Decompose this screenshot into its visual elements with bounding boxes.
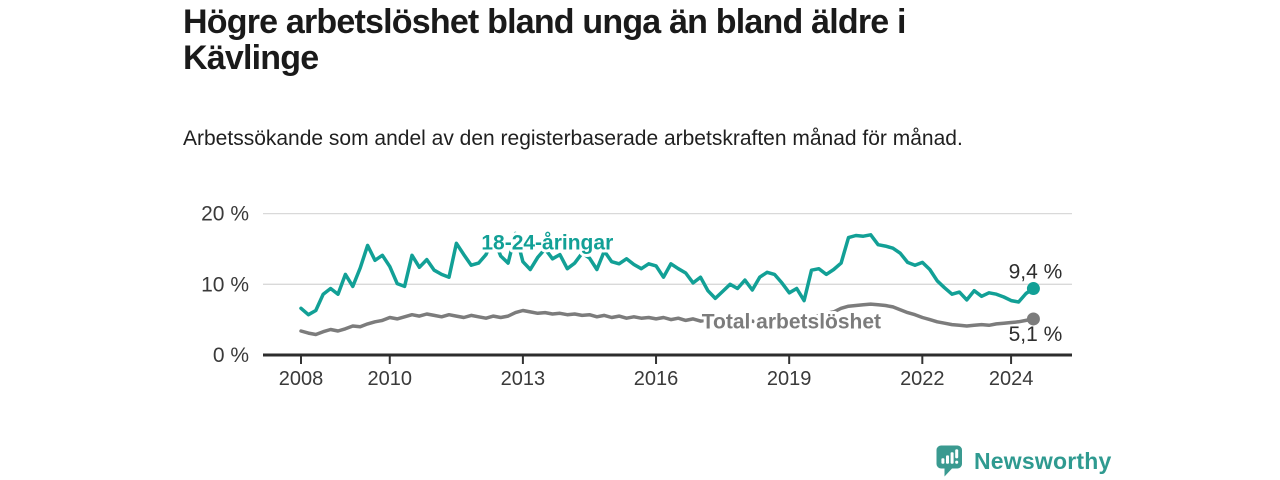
x-tick-label: 2013 xyxy=(501,368,546,390)
series-label-young: 18-24-åringar xyxy=(481,232,613,255)
series-label-total: Total arbetslöshet xyxy=(702,310,881,333)
newsworthy-logo: Newsworthy xyxy=(936,445,1111,477)
y-tick-label: 10 % xyxy=(201,273,249,296)
exclamation-dot xyxy=(955,460,959,464)
x-tick-label: 2010 xyxy=(368,368,413,390)
x-tick-label: 2022 xyxy=(900,368,945,390)
brand-name: Newsworthy xyxy=(974,447,1112,474)
y-tick-label: 20 % xyxy=(201,203,249,226)
speech-bubble-shape xyxy=(936,445,962,477)
end-dot-young xyxy=(1026,282,1040,296)
x-tick-label: 2016 xyxy=(634,368,679,390)
series-line-total xyxy=(299,302,1036,337)
series-line-young xyxy=(299,231,1036,317)
y-tick-label: 0 % xyxy=(213,344,249,367)
exclamation-bar xyxy=(955,449,959,459)
page-title: Högre arbetslöshet bland unga än bland ä… xyxy=(183,3,906,77)
bar-small xyxy=(941,458,945,464)
page-subtitle: Arbetssökande som andel av den registerb… xyxy=(183,127,963,150)
bar-medium xyxy=(946,455,949,464)
newsworthy-icon xyxy=(936,445,963,477)
x-tick-label: 2008 xyxy=(279,368,324,390)
bar-large xyxy=(950,452,954,464)
end-dot-total xyxy=(1026,312,1040,326)
end-value-label-young: 9,4 % xyxy=(1009,261,1063,284)
x-tick-label: 2024 xyxy=(989,368,1034,390)
x-tick-label: 2019 xyxy=(767,368,812,390)
end-value-label-total: 5,1 % xyxy=(1009,323,1063,346)
